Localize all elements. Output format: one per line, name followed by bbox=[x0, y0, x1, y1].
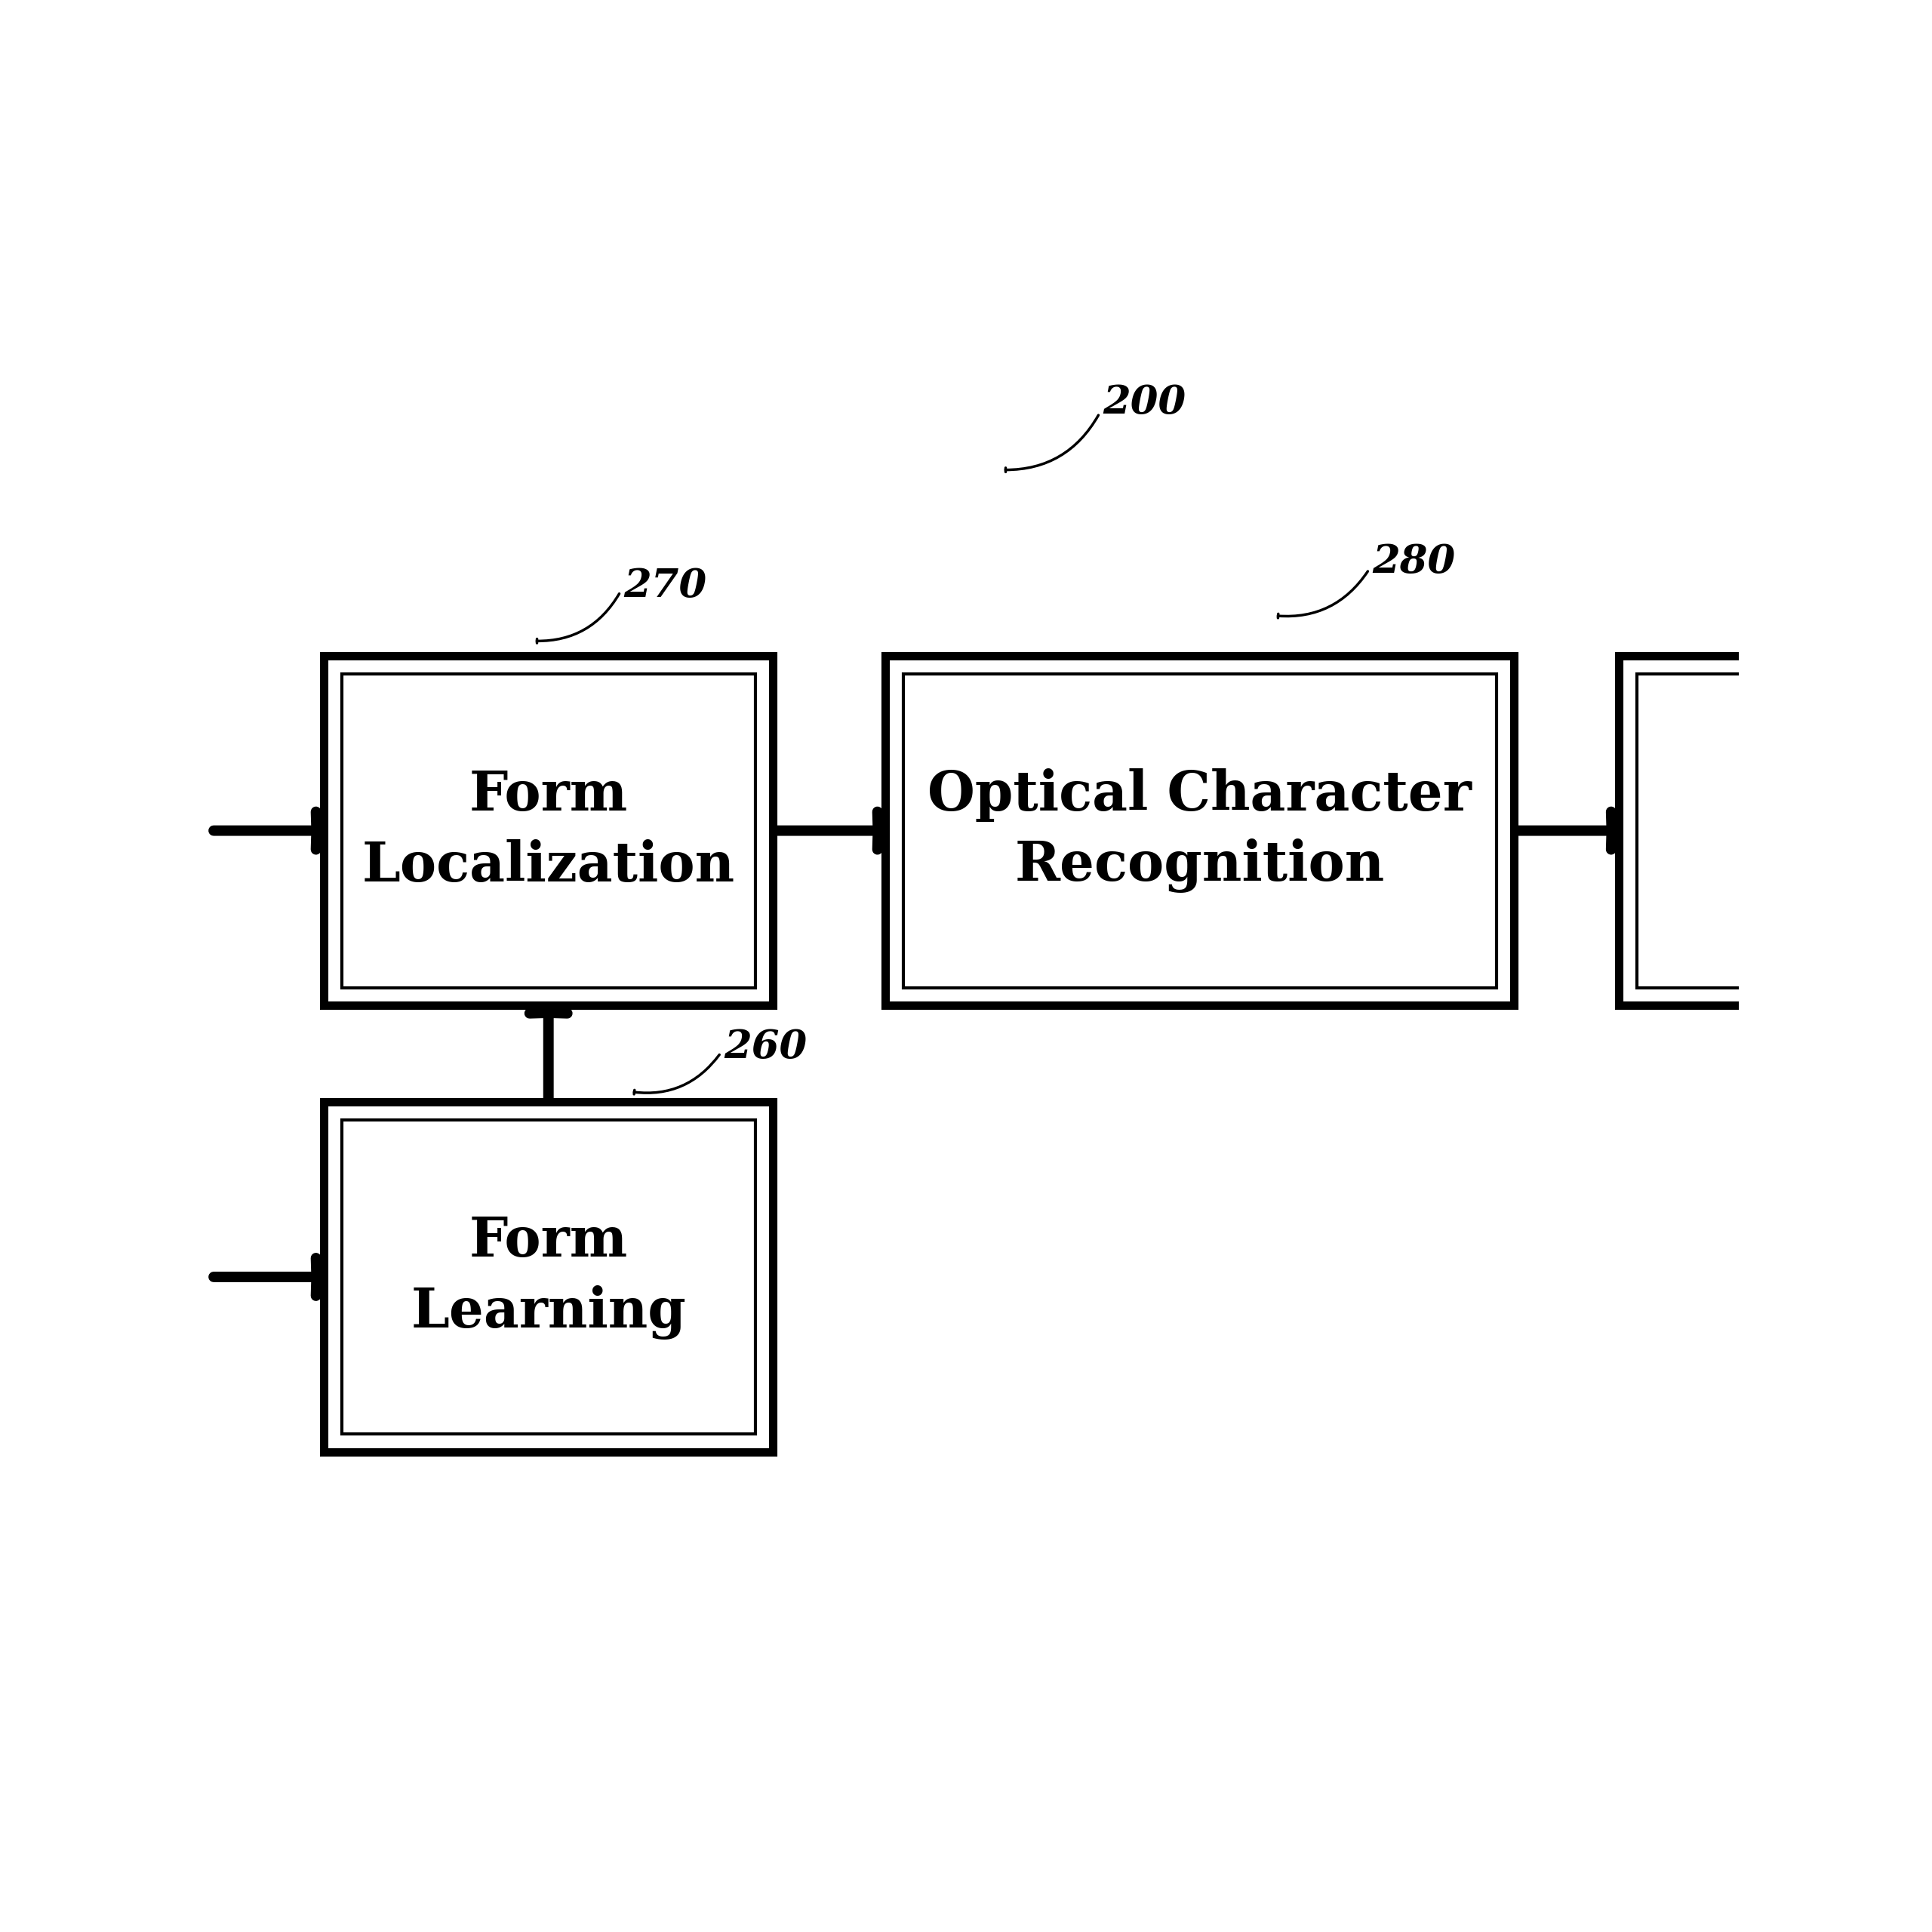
Text: Form
Localization: Form Localization bbox=[361, 769, 734, 893]
Text: 270: 270 bbox=[624, 566, 707, 605]
Bar bbox=[885, 655, 1515, 1005]
Text: Form
Learning: Form Learning bbox=[412, 1215, 686, 1339]
Bar bbox=[342, 674, 755, 987]
Bar bbox=[325, 655, 773, 1005]
Text: 260: 260 bbox=[724, 1028, 808, 1066]
Bar bbox=[904, 674, 1495, 987]
Bar bbox=[1636, 674, 1750, 987]
Bar bbox=[325, 1101, 773, 1451]
Bar bbox=[342, 1121, 755, 1434]
Bar bbox=[1619, 655, 1770, 1005]
Text: Optical Character
Recognition: Optical Character Recognition bbox=[927, 769, 1472, 893]
Text: 280: 280 bbox=[1372, 543, 1455, 582]
Text: 200: 200 bbox=[1103, 384, 1186, 423]
